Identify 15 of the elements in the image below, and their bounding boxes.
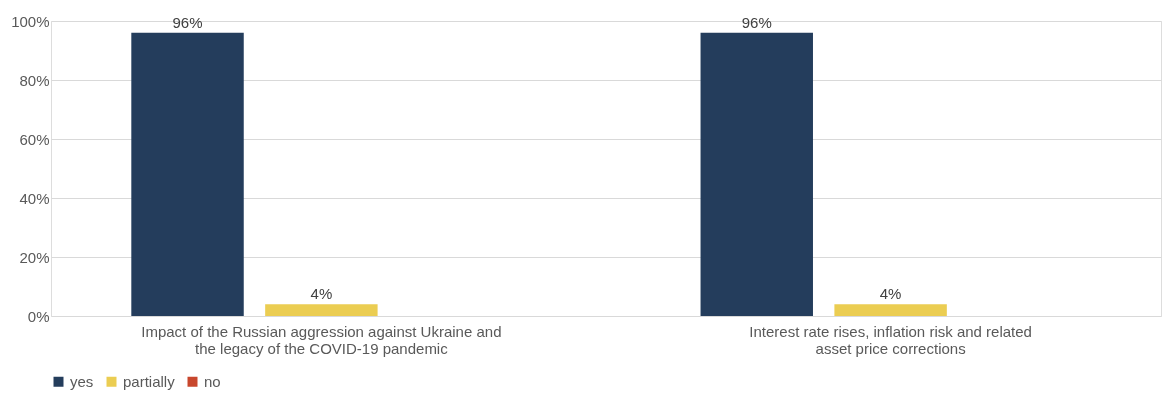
data-label: 96% — [172, 13, 203, 31]
x-tick-label: Impact of the Russian aggression against Ukraine and the legacy of the COVID-19 pandemic — [141, 322, 502, 357]
y-tick-label: 20% — [19, 248, 50, 266]
legend-label: no — [204, 372, 221, 390]
legend-label: yes — [70, 372, 94, 390]
y-tick-label: 100% — [11, 12, 50, 30]
y-tick-label: 40% — [19, 189, 50, 207]
legend-label: partially — [123, 372, 176, 390]
x-tick-label: Interest rate rises, inflation risk and related asset price corrections — [749, 322, 1032, 357]
data-label: 96% — [741, 13, 772, 31]
y-tick-label: 0% — [27, 307, 50, 325]
data-label: 4% — [310, 285, 333, 303]
y-tick-label: 60% — [19, 130, 50, 148]
data-label: 4% — [879, 285, 902, 303]
y-tick-label: 80% — [19, 71, 50, 89]
